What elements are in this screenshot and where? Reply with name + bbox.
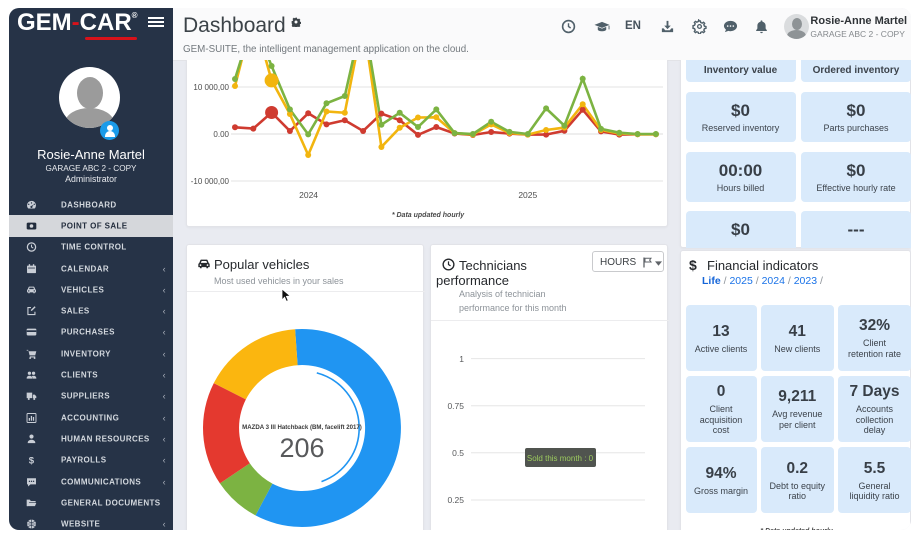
svg-text:-10 000,00: -10 000,00 [191,177,230,186]
svg-text:1: 1 [459,354,464,364]
svg-text:0.00: 0.00 [213,130,229,139]
svg-text:10 000,00: 10 000,00 [193,83,229,92]
svg-text:$: $ [29,456,35,466]
svg-text:0.75: 0.75 [447,401,464,411]
svg-text:206: 206 [279,433,324,463]
svg-text:2024: 2024 [299,190,318,200]
svg-text:2025: 2025 [518,190,537,200]
svg-text:0.5: 0.5 [452,448,464,458]
svg-text:* Data updated hourly: * Data updated hourly [392,212,465,219]
svg-text:0.25: 0.25 [447,495,464,505]
svg-text:MAZDA 3 III Hatchback (BM, fac: MAZDA 3 III Hatchback (BM, facelift 2017… [242,424,362,431]
